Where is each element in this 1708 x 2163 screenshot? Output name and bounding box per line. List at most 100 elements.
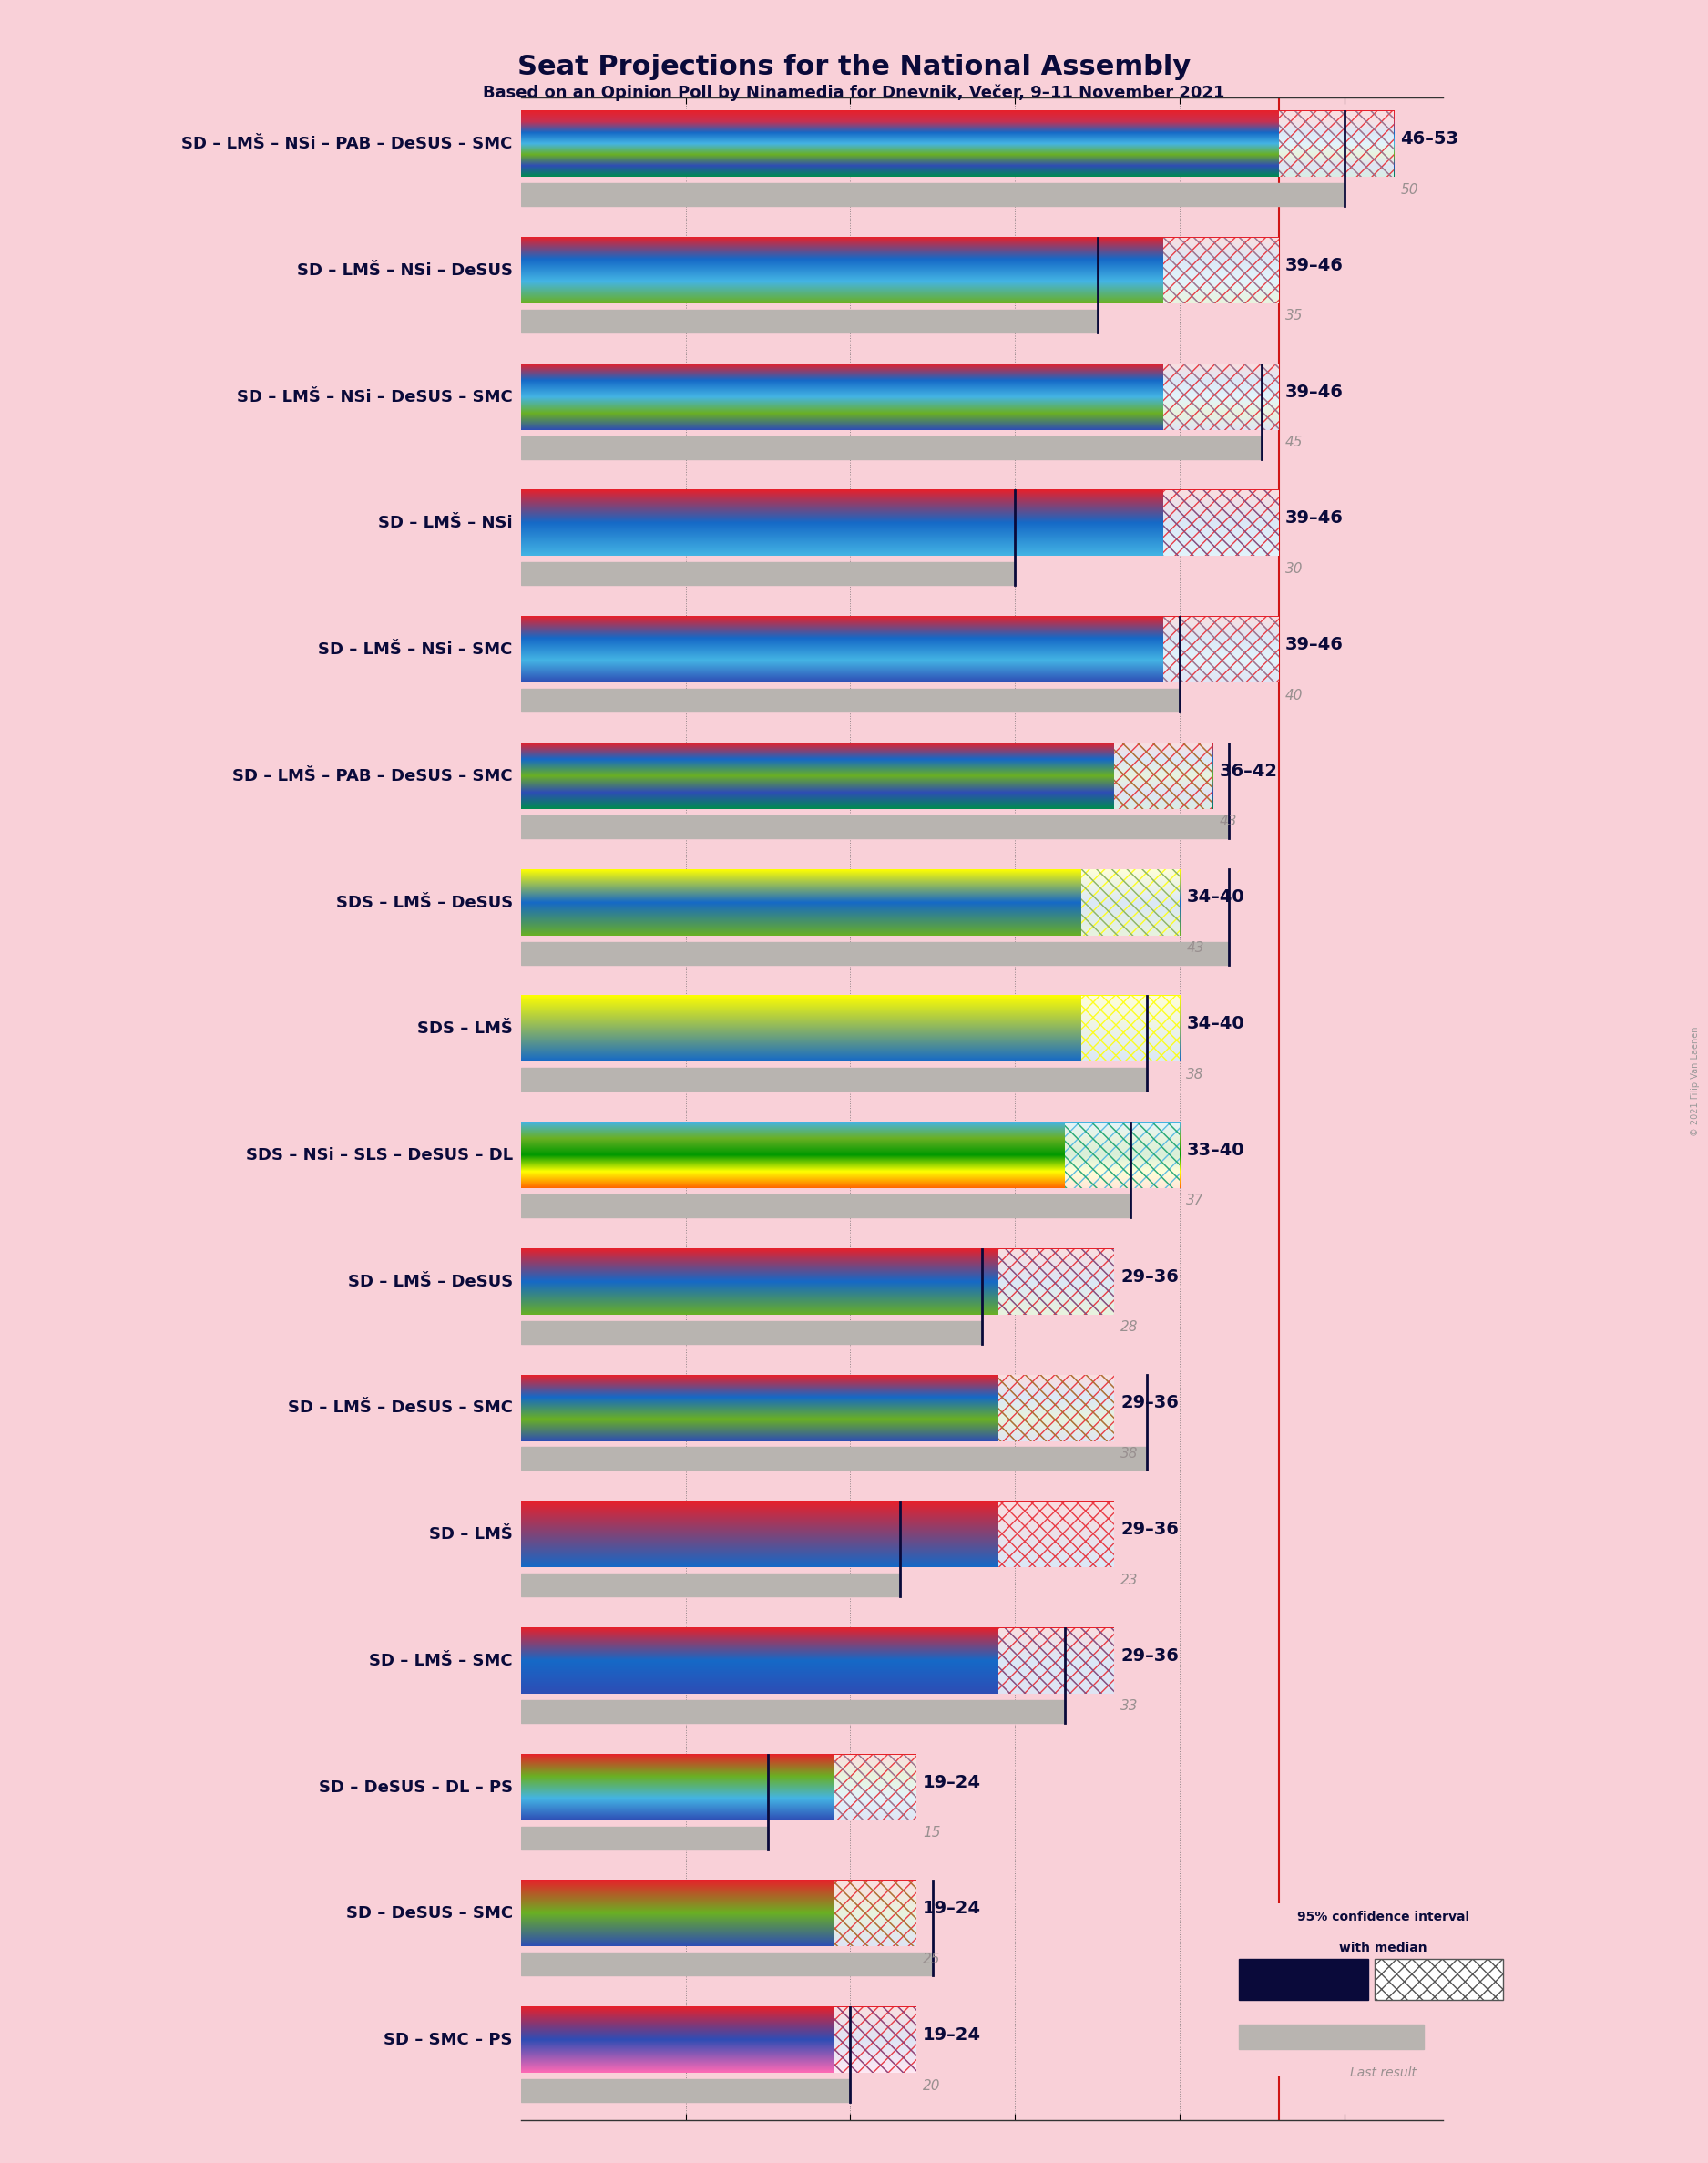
Bar (521, 1322, 982, 1343)
Text: SD – LMŠ – DeSUS – SMC: SD – LMŠ – DeSUS – SMC (287, 1399, 512, 1417)
Text: 34–40: 34–40 (1187, 889, 1245, 906)
Text: with median: with median (1339, 1942, 1428, 1953)
Text: SDS – NSi – SLS – DeSUS – DL: SDS – NSi – SLS – DeSUS – DL (246, 1146, 512, 1164)
Text: SD – LMŠ – NSi – SMC: SD – LMŠ – NSi – SMC (318, 642, 512, 658)
Text: SDS – LMŠ: SDS – LMŠ (417, 1021, 512, 1036)
Bar (1279, 110, 1394, 177)
Text: 39–46: 39–46 (1284, 636, 1342, 653)
Text: 20: 20 (922, 2079, 941, 2092)
Bar (521, 309, 1098, 333)
Text: 25: 25 (922, 1953, 941, 1966)
Text: SDS – LMŠ – DeSUS: SDS – LMŠ – DeSUS (336, 893, 512, 911)
Bar (999, 1376, 1114, 1441)
Bar (521, 1069, 1146, 1090)
Bar (1163, 363, 1279, 430)
Bar (1163, 238, 1279, 303)
Bar (521, 2079, 851, 2102)
Text: SD – SMC – PS: SD – SMC – PS (384, 2031, 512, 2048)
Bar (1081, 870, 1180, 934)
Bar (521, 1194, 1131, 1218)
Text: 95% confidence interval: 95% confidence interval (1298, 1910, 1469, 1923)
Bar (521, 1700, 1064, 1724)
Bar (1238, 1960, 1368, 2001)
Text: SD – LMŠ – NSi – DeSUS: SD – LMŠ – NSi – DeSUS (297, 262, 512, 279)
Text: 29–36: 29–36 (1120, 1648, 1179, 1666)
Bar (1279, 110, 1394, 177)
Text: 39–46: 39–46 (1284, 383, 1342, 400)
Text: 19–24: 19–24 (922, 1774, 980, 1791)
Text: SD – LMŠ: SD – LMŠ (429, 1527, 512, 1542)
Bar (1081, 870, 1180, 934)
Bar (1114, 744, 1213, 809)
Text: SD – LMŠ – NSi – DeSUS – SMC: SD – LMŠ – NSi – DeSUS – SMC (237, 389, 512, 404)
Text: Based on an Opinion Poll by Ninamedia for Dnevnik, Večer, 9–11 November 2021: Based on an Opinion Poll by Ninamedia fo… (483, 84, 1225, 102)
Bar (1081, 995, 1180, 1062)
Bar (1163, 363, 1279, 430)
Bar (1163, 616, 1279, 684)
Bar (521, 437, 1262, 459)
Bar (999, 1248, 1114, 1315)
Bar (1163, 491, 1279, 556)
Text: 39–46: 39–46 (1284, 257, 1342, 275)
Bar (999, 1376, 1114, 1441)
Text: 23: 23 (1120, 1573, 1138, 1588)
Bar (1238, 2025, 1423, 2048)
Bar (999, 1629, 1114, 1694)
Text: 39–46: 39–46 (1284, 510, 1342, 528)
Text: 45: 45 (1284, 435, 1303, 450)
Text: 29–36: 29–36 (1120, 1521, 1179, 1538)
Text: 19–24: 19–24 (922, 1899, 980, 1916)
Text: SD – DeSUS – DL – PS: SD – DeSUS – DL – PS (319, 1780, 512, 1795)
Bar (1064, 1123, 1180, 1187)
Text: Last result: Last result (1351, 2066, 1416, 2079)
Text: 29–36: 29–36 (1120, 1395, 1179, 1412)
Text: 38: 38 (1120, 1447, 1138, 1460)
Text: 15: 15 (922, 1826, 941, 1841)
Bar (834, 1882, 915, 1947)
Text: 34–40: 34–40 (1187, 1014, 1245, 1032)
Text: SD – LMŠ – NSi – PAB – DeSUS – SMC: SD – LMŠ – NSi – PAB – DeSUS – SMC (181, 136, 512, 151)
Text: 19–24: 19–24 (922, 2027, 980, 2044)
Bar (521, 1953, 933, 1975)
Bar (1163, 491, 1279, 556)
Bar (834, 1754, 915, 1821)
Bar (834, 1754, 915, 1821)
Bar (521, 941, 1230, 965)
Text: SD – LMŠ – SMC: SD – LMŠ – SMC (369, 1653, 512, 1670)
Text: 30: 30 (1284, 562, 1303, 575)
Bar (834, 2007, 915, 2072)
Bar (521, 688, 1180, 712)
Bar (521, 1447, 1146, 1471)
Text: 36–42: 36–42 (1220, 761, 1278, 779)
Bar (1375, 1960, 1503, 2001)
Text: SD – LMŠ – PAB – DeSUS – SMC: SD – LMŠ – PAB – DeSUS – SMC (232, 768, 512, 785)
Bar (999, 1501, 1114, 1568)
Text: 35: 35 (1284, 309, 1303, 322)
Bar (999, 1629, 1114, 1694)
Text: 50: 50 (1401, 184, 1418, 197)
Bar (1163, 616, 1279, 684)
Text: © 2021 Filip Van Laenen: © 2021 Filip Van Laenen (1691, 1027, 1699, 1136)
Bar (834, 2007, 915, 2072)
Text: 33: 33 (1120, 1700, 1138, 1713)
Bar (521, 815, 1230, 837)
Text: 43: 43 (1187, 941, 1204, 954)
Bar (1064, 1123, 1180, 1187)
Bar (834, 1882, 915, 1947)
Text: 40: 40 (1284, 688, 1303, 703)
Bar (521, 1575, 900, 1596)
Text: SD – LMŠ – DeSUS: SD – LMŠ – DeSUS (348, 1274, 512, 1289)
Bar (521, 562, 1015, 586)
Text: 46–53: 46–53 (1401, 130, 1459, 147)
Bar (999, 1248, 1114, 1315)
Bar (1163, 238, 1279, 303)
Text: 38: 38 (1187, 1069, 1204, 1082)
Text: 28: 28 (1120, 1319, 1138, 1335)
Bar (521, 1826, 769, 1849)
Text: 29–36: 29–36 (1120, 1268, 1179, 1285)
Bar (521, 184, 1344, 205)
Text: 43: 43 (1220, 815, 1237, 828)
Bar (1114, 744, 1213, 809)
Text: 33–40: 33–40 (1187, 1142, 1245, 1159)
Text: SD – LMŠ – NSi: SD – LMŠ – NSi (377, 515, 512, 532)
